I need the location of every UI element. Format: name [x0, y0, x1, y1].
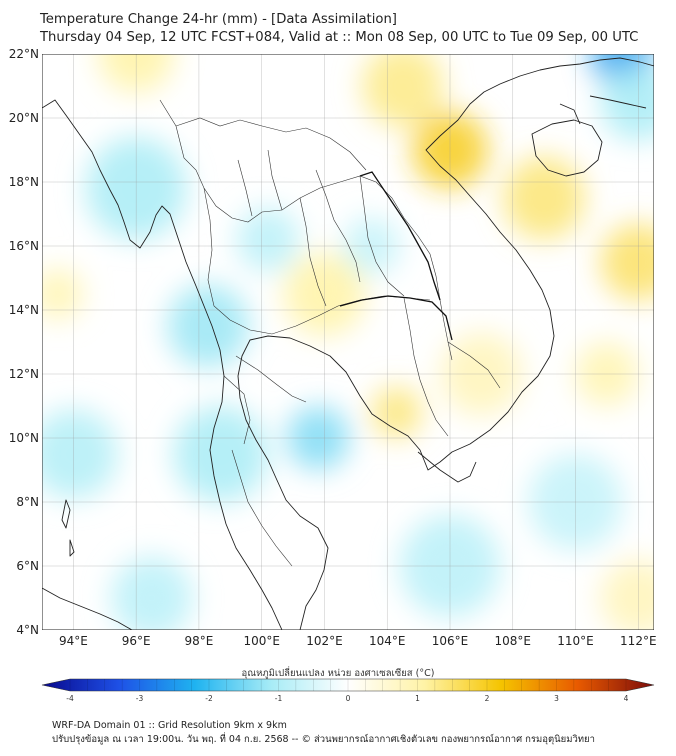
field-blob-1	[167, 284, 250, 368]
colorbar-tick-label: 2	[485, 694, 490, 703]
coastline-delta	[417, 451, 477, 483]
colorbar-tick-label: -2	[205, 694, 213, 703]
country-border-laos-vietnam	[359, 171, 441, 301]
lon-tick-label: 106°E	[432, 634, 469, 648]
coastline-andaman	[61, 499, 75, 557]
border-4	[237, 149, 361, 283]
lon-tick-label: 108°E	[495, 634, 532, 648]
country-border-cambodia	[339, 295, 453, 341]
lat-tick-label: 4°N	[16, 623, 39, 637]
border-5	[223, 355, 307, 567]
border-3	[299, 175, 405, 307]
longitude-labels: 94°E 96°E 98°E 100°E 102°E 104°E 106°E 108°E 110…	[59, 634, 657, 648]
country-borders	[339, 171, 453, 341]
colorbar-tick-label: 4	[624, 694, 629, 703]
graticule	[42, 54, 654, 630]
lat-tick-label: 16°N	[9, 239, 39, 253]
border-6	[403, 297, 501, 437]
field-blob-11	[111, 556, 193, 630]
lat-tick-label: 6°N	[16, 559, 39, 573]
field-blob-6	[42, 409, 118, 499]
lat-tick-label: 22°N	[9, 47, 39, 61]
field-blob-2	[173, 406, 268, 502]
lon-tick-label: 98°E	[184, 634, 213, 648]
lon-tick-label: 112°E	[620, 634, 657, 648]
coastline-malay-east	[237, 57, 654, 630]
lat-tick-label: 12°N	[9, 367, 39, 381]
field-blob-4	[236, 207, 300, 272]
colorbar-gradient	[41, 678, 655, 692]
lon-tick-label: 100°E	[243, 634, 280, 648]
border-7	[175, 117, 367, 171]
coastlines	[42, 57, 654, 630]
border-1	[159, 99, 453, 361]
colorbar-tick-label: 1	[415, 694, 420, 703]
lat-tick-label: 18°N	[9, 175, 39, 189]
latitude-labels: 4°N 6°N 8°N 10°N 12°N 14°N 16°N 18°N 20°N 22°N	[9, 47, 39, 637]
colorbar-tick-label: -3	[136, 694, 144, 703]
footer-credit: ปรับปรุงข้อมูล ณ เวลา 19:00น. วัน พฤ. ที…	[52, 734, 595, 745]
lat-tick-label: 10°N	[9, 431, 39, 445]
province-borders	[159, 99, 501, 567]
coastline-leizhou	[559, 95, 647, 125]
lat-tick-label: 8°N	[16, 495, 39, 509]
temperature-field	[42, 54, 654, 630]
field-blob-21	[600, 559, 654, 630]
field-blob-15	[600, 223, 654, 301]
plot-area	[42, 54, 654, 630]
map-title: Temperature Change 24-hr (mm) - [Data As…	[40, 12, 397, 27]
field-blob-17	[371, 386, 422, 438]
colorbar-tick-label: -4	[66, 694, 74, 703]
field-blob-13	[362, 54, 444, 128]
colorbar-ticks: -4 -3 -2 -1 0 1 2 3 4	[66, 679, 629, 703]
colorbar-tick-label: 3	[554, 694, 559, 703]
lon-tick-label: 110°E	[557, 634, 594, 648]
lon-tick-label: 96°E	[122, 634, 151, 648]
field-blob-14	[503, 156, 585, 240]
coastline-hainan	[531, 119, 603, 177]
lon-tick-label: 102°E	[306, 634, 343, 648]
field-blob-8	[600, 63, 654, 141]
lat-tick-label: 20°N	[9, 111, 39, 125]
coastline-mainland	[42, 99, 283, 630]
colorbar-tick-label: 0	[346, 694, 351, 703]
footer-domain-info: WRF-DA Domain 01 :: Grid Resolution 9km …	[52, 720, 287, 731]
title-block: Temperature Change 24-hr (mm) - [Data As…	[40, 11, 638, 47]
colorbar: -4 -3 -2 -1 0 1 2 3 4	[41, 678, 655, 703]
lon-tick-label: 104°E	[369, 634, 406, 648]
map-subtitle: Thursday 04 Sep, 12 UTC FCST+084, Valid …	[40, 30, 639, 45]
colorbar-tick-label: -1	[275, 694, 283, 703]
temperature-map: 4°N 6°N 8°N 10°N 12°N 14°N 16°N 18°N 20°N 22°N 94…	[9, 47, 657, 648]
coastline-sumatra	[42, 587, 133, 630]
lon-tick-label: 94°E	[59, 634, 88, 648]
colorbar-title: อุณหภูมิเปลี่ยนแปลง หน่วย องศาเซลเซียส (…	[241, 668, 435, 679]
field-blob-20	[42, 268, 83, 320]
lat-tick-label: 14°N	[9, 303, 39, 317]
footer: WRF-DA Domain 01 :: Grid Resolution 9km …	[52, 719, 595, 747]
